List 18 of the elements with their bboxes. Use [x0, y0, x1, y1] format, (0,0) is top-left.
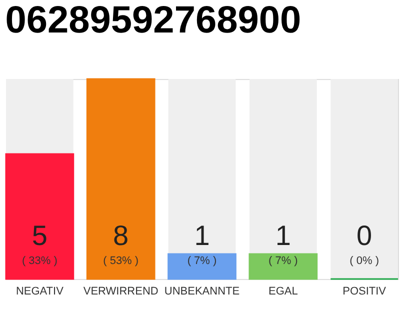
chart-title: 06289592768900 — [5, 0, 302, 42]
x-tick-label: UNBEKANNTE — [164, 286, 240, 298]
x-tick-label: POSITIV — [342, 286, 387, 298]
bar — [168, 253, 236, 280]
data-label: 0 — [356, 220, 372, 251]
annotation: ( 7% ) — [187, 255, 217, 267]
data-label: 5 — [32, 220, 48, 251]
annotation: ( 33% ) — [22, 255, 58, 267]
x-tick-label: EGAL — [268, 286, 298, 298]
annotation: ( 0% ) — [350, 255, 379, 267]
data-label: 8 — [113, 220, 129, 251]
data-label: 1 — [194, 220, 210, 251]
x-tick-label: VERWIRREND — [83, 286, 158, 298]
bar — [248, 253, 318, 280]
x-tick-label: NEGATIV — [16, 286, 64, 298]
annotation: ( 53% ) — [103, 255, 139, 267]
data-label: 1 — [275, 220, 291, 251]
annotation: ( 7% ) — [268, 255, 298, 267]
